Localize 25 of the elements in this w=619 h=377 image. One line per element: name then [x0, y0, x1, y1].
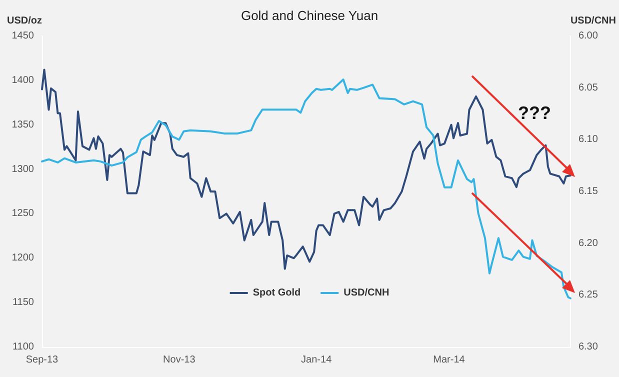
y2-tick-label: 6.30 [578, 342, 598, 352]
y-tick-label: 1400 [12, 74, 34, 86]
y-tick-label: 1150 [12, 297, 34, 308]
y2-tick-label: 6.05 [578, 82, 598, 94]
y2-axis-title: USD/CNH [570, 16, 616, 26]
y-axis-title: USD/oz [7, 16, 42, 26]
y2-tick-label: 6.15 [578, 186, 598, 197]
y-tick-label: 1450 [12, 30, 34, 42]
x-tick-label: Nov-13 [163, 354, 196, 366]
y-tick-label: 1250 [12, 208, 34, 220]
x-tick-label: Jan-14 [301, 354, 332, 366]
y2-tick-label: 6.00 [578, 30, 598, 42]
chart-title: Gold and Chinese Yuan [240, 8, 378, 23]
y-tick-label: 1100 [12, 342, 34, 352]
y2-tick-label: 6.10 [578, 134, 598, 146]
y2-tick-label: 6.20 [578, 238, 598, 249]
y-tick-label: 1300 [12, 164, 34, 175]
y-tick-label: 1200 [12, 252, 34, 264]
annotation: ??? [518, 103, 551, 123]
x-tick-label: Sep-13 [26, 354, 59, 366]
legend-label: Spot Gold [252, 288, 301, 298]
y-tick-label: 1350 [12, 119, 34, 130]
y2-tick-label: 6.25 [578, 290, 598, 301]
legend-label: USD/CNH [344, 288, 390, 298]
x-tick-label: Mar-14 [433, 354, 466, 366]
